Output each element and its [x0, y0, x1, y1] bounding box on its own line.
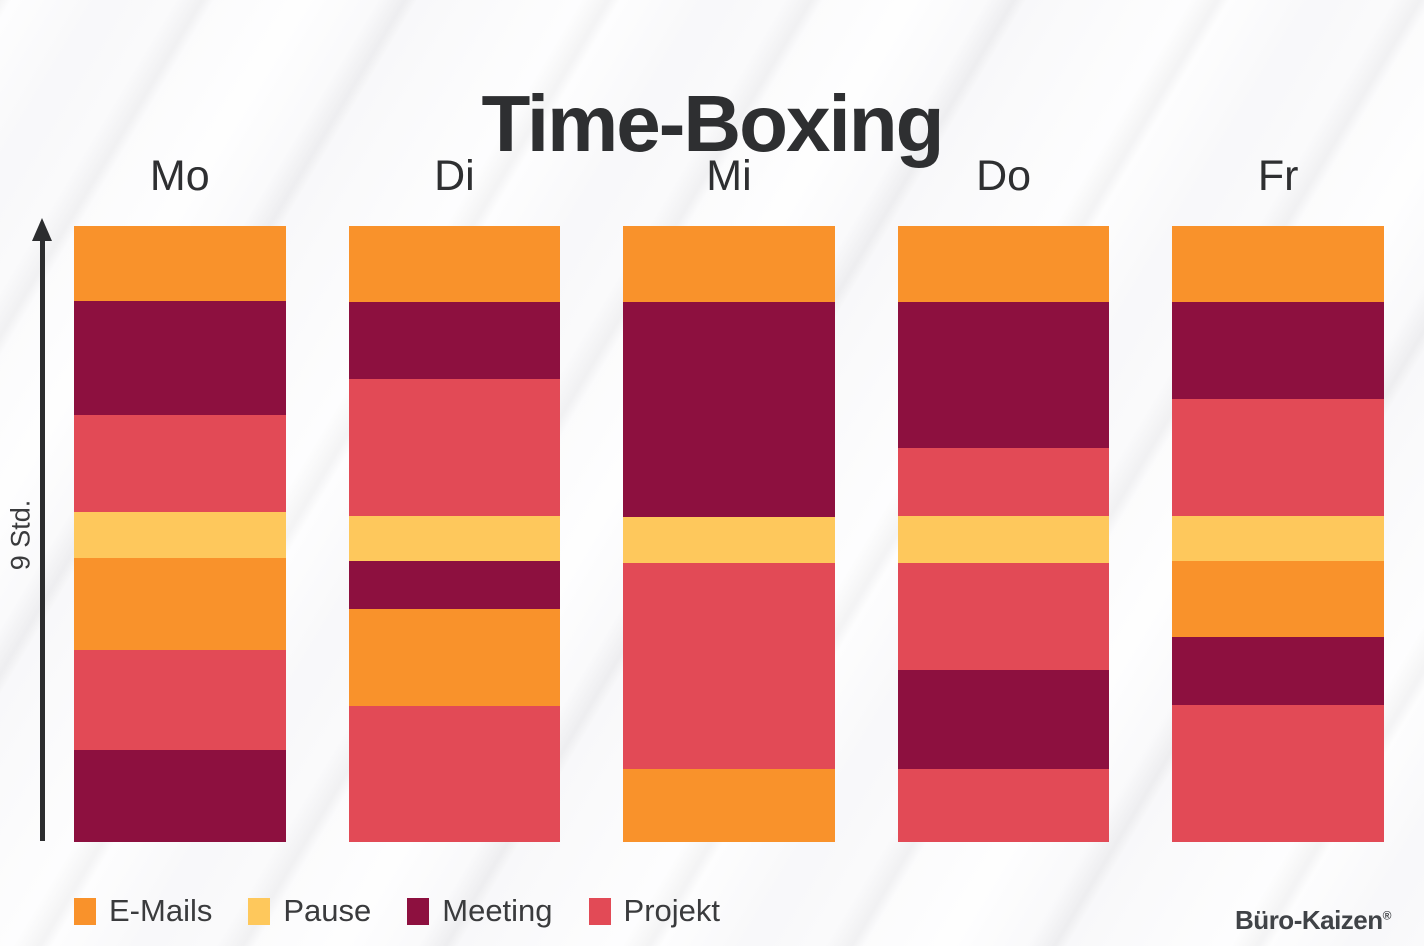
bar-segment-emails [74, 558, 286, 651]
day-column-di: Di [348, 152, 561, 842]
bar-segment-meeting [623, 302, 835, 517]
legend-label: Projekt [623, 893, 721, 928]
legend-item-emails: E-Mails [74, 893, 212, 929]
bar-segment-projekt [1172, 398, 1384, 516]
bar-segment-projekt [897, 447, 1110, 517]
legend-swatch-icon [588, 897, 611, 925]
day-label: Mi [706, 152, 752, 200]
bar-segment-projekt [348, 379, 561, 517]
bar-segment-emails [348, 226, 561, 303]
page-title: Time-Boxing [481, 78, 944, 168]
legend-label: Meeting [442, 893, 553, 928]
bar-segment-pause [348, 516, 561, 561]
bar-segment-projekt [74, 650, 286, 751]
bar-segment-meeting [1172, 302, 1384, 399]
legend-swatch-icon [74, 897, 96, 925]
day-column-mi: Mi [623, 152, 835, 843]
day-column-mo: Mo [74, 152, 286, 842]
bar-segment-emails [1172, 226, 1384, 303]
bar-segment-meeting [348, 302, 561, 380]
bar-segment-emails [623, 226, 835, 303]
stacked-bar [1172, 226, 1384, 842]
bar-segment-projekt [74, 415, 286, 513]
bar-segment-projekt [623, 562, 835, 770]
stacked-bar [348, 226, 561, 842]
brand-name: Büro-Kaizen [1235, 905, 1383, 935]
legend-label: E-Mails [109, 893, 213, 928]
bar-segment-meeting [897, 302, 1110, 448]
bar-segment-meeting [1172, 637, 1384, 706]
y-axis-label: 9 Std. [5, 499, 36, 571]
day-label: Di [434, 152, 475, 200]
arrow-up-icon [32, 218, 52, 241]
bar-segment-emails [74, 226, 286, 301]
bar-segment-emails [348, 608, 561, 707]
bar-segment-meeting [348, 560, 561, 609]
bar-segment-meeting [74, 300, 286, 416]
day-label: Fr [1257, 152, 1299, 200]
legend: E-Mails Pause Meeting Projekt [74, 893, 720, 929]
bar-segment-projekt [1172, 705, 1384, 842]
day-column-do: Do [897, 152, 1110, 842]
brand-logo: Büro-Kaizen® [1235, 905, 1391, 936]
legend-item-meeting: Meeting [407, 893, 553, 929]
registered-trademark-icon: ® [1382, 908, 1392, 923]
bar-segment-emails [897, 226, 1110, 303]
day-columns: Mo Di Mi Do Fr [74, 152, 1384, 843]
bar-segment-meeting [897, 669, 1110, 770]
stacked-bar [74, 226, 286, 842]
legend-swatch-icon [407, 897, 430, 925]
day-column-fr: Fr [1172, 152, 1384, 842]
bar-segment-emails [623, 769, 835, 843]
bar-segment-pause [623, 516, 835, 563]
bar-segment-meeting [74, 750, 286, 842]
y-axis-arrow [30, 218, 54, 842]
stacked-bar [897, 226, 1110, 842]
y-axis-line [39, 238, 45, 841]
legend-swatch-icon [248, 897, 271, 925]
bar-segment-projekt [897, 769, 1110, 842]
bar-segment-pause [1172, 515, 1384, 562]
legend-item-projekt: Projekt [588, 893, 721, 929]
bar-segment-emails [1172, 561, 1384, 638]
bar-segment-projekt [897, 562, 1110, 670]
bar-segment-projekt [348, 706, 561, 842]
bar-segment-pause [897, 516, 1110, 563]
bar-segment-pause [74, 512, 286, 559]
legend-label: Pause [283, 893, 372, 928]
stacked-bar [623, 226, 835, 843]
day-label: Mo [149, 152, 210, 200]
day-label: Do [976, 152, 1032, 200]
legend-item-pause: Pause [248, 893, 371, 929]
